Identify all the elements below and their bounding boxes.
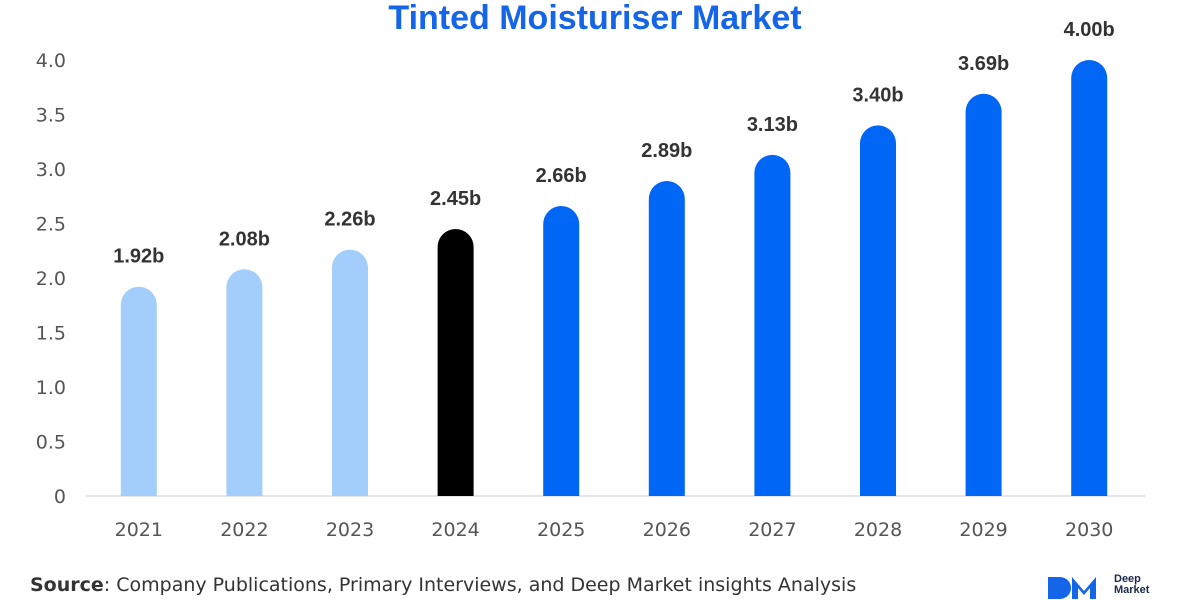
logo-icon: [1048, 577, 1096, 599]
x-tick-label-2023: 2023: [326, 519, 374, 541]
y-tick-label: 0.5: [36, 432, 66, 454]
chart-title: Tinted Moisturiser Market: [388, 0, 801, 37]
x-tick-label-2030: 2030: [1065, 519, 1113, 541]
y-tick-label: 1.5: [36, 323, 66, 345]
y-axis: 0 0.5 1.0 1.5 2.0 2.5 3.0 3.5 4.0: [36, 50, 66, 508]
x-tick-label-2026: 2026: [643, 519, 691, 541]
logo-line-1: Deep: [1114, 573, 1141, 585]
y-tick-label: 4.0: [36, 50, 66, 72]
y-tick-label: 3.0: [36, 159, 66, 181]
data-label-2021: 1.92b: [113, 246, 164, 268]
y-tick-label: 0: [54, 486, 66, 508]
bar-2030: [1071, 60, 1108, 497]
y-tick-label: 2.0: [36, 268, 66, 290]
y-tick-label: 1.0: [36, 377, 66, 399]
bars: [120, 60, 1108, 497]
x-tick-label-2022: 2022: [220, 519, 268, 541]
bar-2027: [754, 154, 791, 496]
data-labels: 1.92b 2.08b 2.26b 2.45b 2.66b 2.89b 3.13b 3.40b…: [113, 19, 1115, 268]
brand-logo: Deep Market: [1046, 573, 1166, 600]
y-tick-label: 3.5: [36, 105, 66, 127]
source-label: Source: [30, 574, 104, 596]
logo-text: Deep Market: [1114, 574, 1149, 596]
data-label-2029: 3.69b: [958, 53, 1009, 75]
bar-2021: [120, 286, 157, 496]
data-label-2022: 2.08b: [219, 228, 270, 250]
x-axis: 2021 2022 2023 2024 2025 2026 2027 2028 2029 2030: [115, 519, 1114, 541]
data-label-2030: 4.00b: [1064, 19, 1115, 41]
source-text: : Company Publications, Primary Intervie…: [103, 574, 857, 596]
bar-2024: [437, 228, 474, 496]
bar-chart: Tinted Moisturiser Market 0 0.5 1.0 1.5 2.0 2…: [36, 0, 1145, 541]
data-label-2024: 2.45b: [430, 188, 481, 210]
x-tick-label-2027: 2027: [748, 519, 796, 541]
logo-line-2: Market: [1114, 584, 1150, 596]
bar-2023: [332, 249, 368, 496]
data-label-2023: 2.26b: [324, 209, 375, 231]
data-label-2028: 3.40b: [852, 84, 903, 106]
bar-2028: [860, 125, 896, 496]
data-label-2027: 3.13b: [747, 114, 798, 136]
x-tick-label-2025: 2025: [537, 519, 585, 541]
source-note: Source: Company Publications, Primary In…: [30, 574, 856, 596]
y-tick-label: 2.5: [36, 214, 66, 236]
bar-2025: [543, 206, 580, 496]
data-label-2025: 2.66b: [536, 165, 587, 187]
bar-2029: [965, 93, 1002, 496]
bar-2026: [648, 180, 685, 497]
x-tick-label-2021: 2021: [115, 519, 163, 541]
x-tick-label-2029: 2029: [959, 519, 1007, 541]
x-tick-label-2028: 2028: [854, 519, 902, 541]
bar-2022: [226, 269, 263, 496]
x-tick-label-2024: 2024: [431, 519, 479, 541]
data-label-2026: 2.89b: [641, 140, 692, 162]
